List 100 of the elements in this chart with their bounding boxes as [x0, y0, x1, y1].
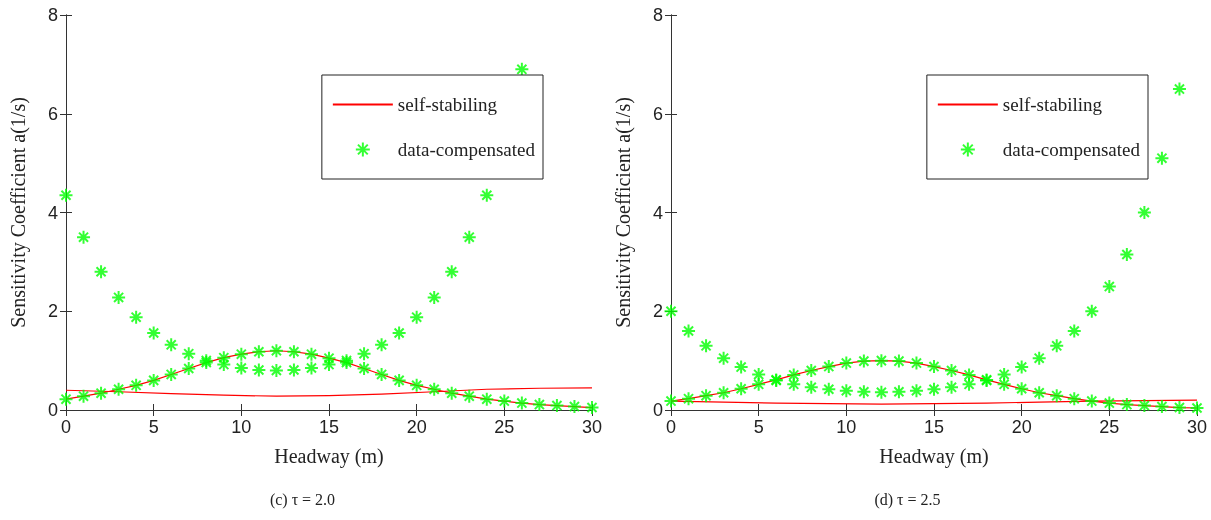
point — [1031, 385, 1047, 401]
x-tick-label: 20 — [406, 417, 427, 437]
point — [1101, 279, 1117, 295]
point — [681, 391, 697, 407]
point — [1136, 398, 1152, 414]
point — [286, 344, 302, 360]
point — [146, 325, 162, 341]
point — [1066, 391, 1082, 407]
point — [163, 337, 179, 353]
y-tick-label: 2 — [47, 301, 58, 322]
point — [531, 397, 547, 413]
point — [268, 363, 284, 378]
point — [751, 376, 767, 392]
point — [1101, 395, 1117, 411]
point — [698, 338, 714, 354]
x-tick-label: 15 — [318, 417, 340, 437]
text: (d) τ = 2.5 — [874, 490, 941, 509]
point — [961, 367, 977, 383]
point — [716, 350, 732, 366]
y-tick-label: 8 — [47, 5, 58, 25]
point — [1049, 338, 1065, 354]
point — [1171, 81, 1187, 97]
y-tick-label: 2 — [652, 301, 663, 322]
point — [803, 379, 819, 395]
point — [926, 359, 942, 375]
point — [461, 388, 477, 404]
point — [908, 355, 924, 371]
x-tick-label: 25 — [494, 417, 515, 437]
x-tick-label: 5 — [753, 417, 764, 437]
point — [663, 303, 679, 319]
legend-label: self-stabiling — [397, 94, 498, 115]
point — [838, 355, 854, 371]
point — [1119, 397, 1135, 413]
point — [891, 353, 907, 369]
point — [391, 372, 407, 388]
point — [374, 366, 390, 382]
point — [128, 309, 144, 325]
point — [803, 363, 819, 378]
point — [1171, 400, 1187, 416]
point — [1154, 150, 1170, 166]
point — [733, 359, 749, 375]
point — [303, 346, 319, 362]
x-tick-label: 30 — [581, 417, 602, 437]
point — [479, 187, 495, 203]
x-tick-label: 15 — [923, 417, 945, 437]
point — [786, 367, 802, 383]
point — [461, 229, 477, 245]
point — [681, 323, 697, 339]
point — [303, 360, 319, 376]
point — [233, 346, 249, 362]
point — [321, 357, 337, 373]
y-axis-title: Sensitivity Coefficient a(1/s) — [612, 97, 635, 328]
point — [409, 377, 425, 393]
point — [444, 385, 460, 401]
point — [891, 384, 907, 400]
x-tick-label: 10 — [231, 417, 252, 437]
point — [566, 399, 582, 415]
point — [76, 229, 92, 245]
point — [1084, 393, 1100, 409]
point — [181, 361, 197, 377]
point — [496, 393, 512, 409]
point — [1189, 400, 1205, 416]
y-tick-label: 0 — [47, 400, 58, 420]
point — [926, 381, 942, 397]
point — [76, 388, 92, 404]
point — [58, 391, 74, 407]
point — [751, 366, 767, 382]
point — [93, 385, 109, 401]
point — [111, 381, 127, 397]
point — [216, 350, 232, 366]
point — [1049, 388, 1065, 404]
point — [356, 361, 372, 377]
point — [111, 289, 127, 305]
legend-label: data-compensated — [1002, 139, 1141, 160]
legend-label: self-stabiling — [1002, 94, 1103, 115]
y-tick-label: 6 — [47, 103, 58, 124]
point — [996, 376, 1012, 392]
point — [58, 187, 74, 203]
point — [873, 353, 889, 369]
point — [821, 359, 837, 375]
point — [128, 377, 144, 393]
x-tick-label: 25 — [1099, 417, 1120, 437]
point — [996, 366, 1012, 382]
y-tick-label: 6 — [652, 103, 663, 124]
point — [93, 264, 109, 280]
point — [821, 381, 837, 397]
point — [1154, 399, 1170, 415]
legend-label: data-compensated — [397, 139, 536, 160]
point — [514, 61, 530, 77]
point — [1031, 350, 1047, 366]
point — [856, 384, 872, 400]
point — [163, 366, 179, 382]
point — [146, 372, 162, 388]
point — [873, 384, 889, 400]
point — [1014, 359, 1030, 375]
point — [374, 337, 390, 353]
y-tick-label: 4 — [47, 202, 58, 223]
y-tick-label: 4 — [652, 202, 663, 223]
point — [1119, 246, 1135, 262]
point — [698, 388, 714, 404]
